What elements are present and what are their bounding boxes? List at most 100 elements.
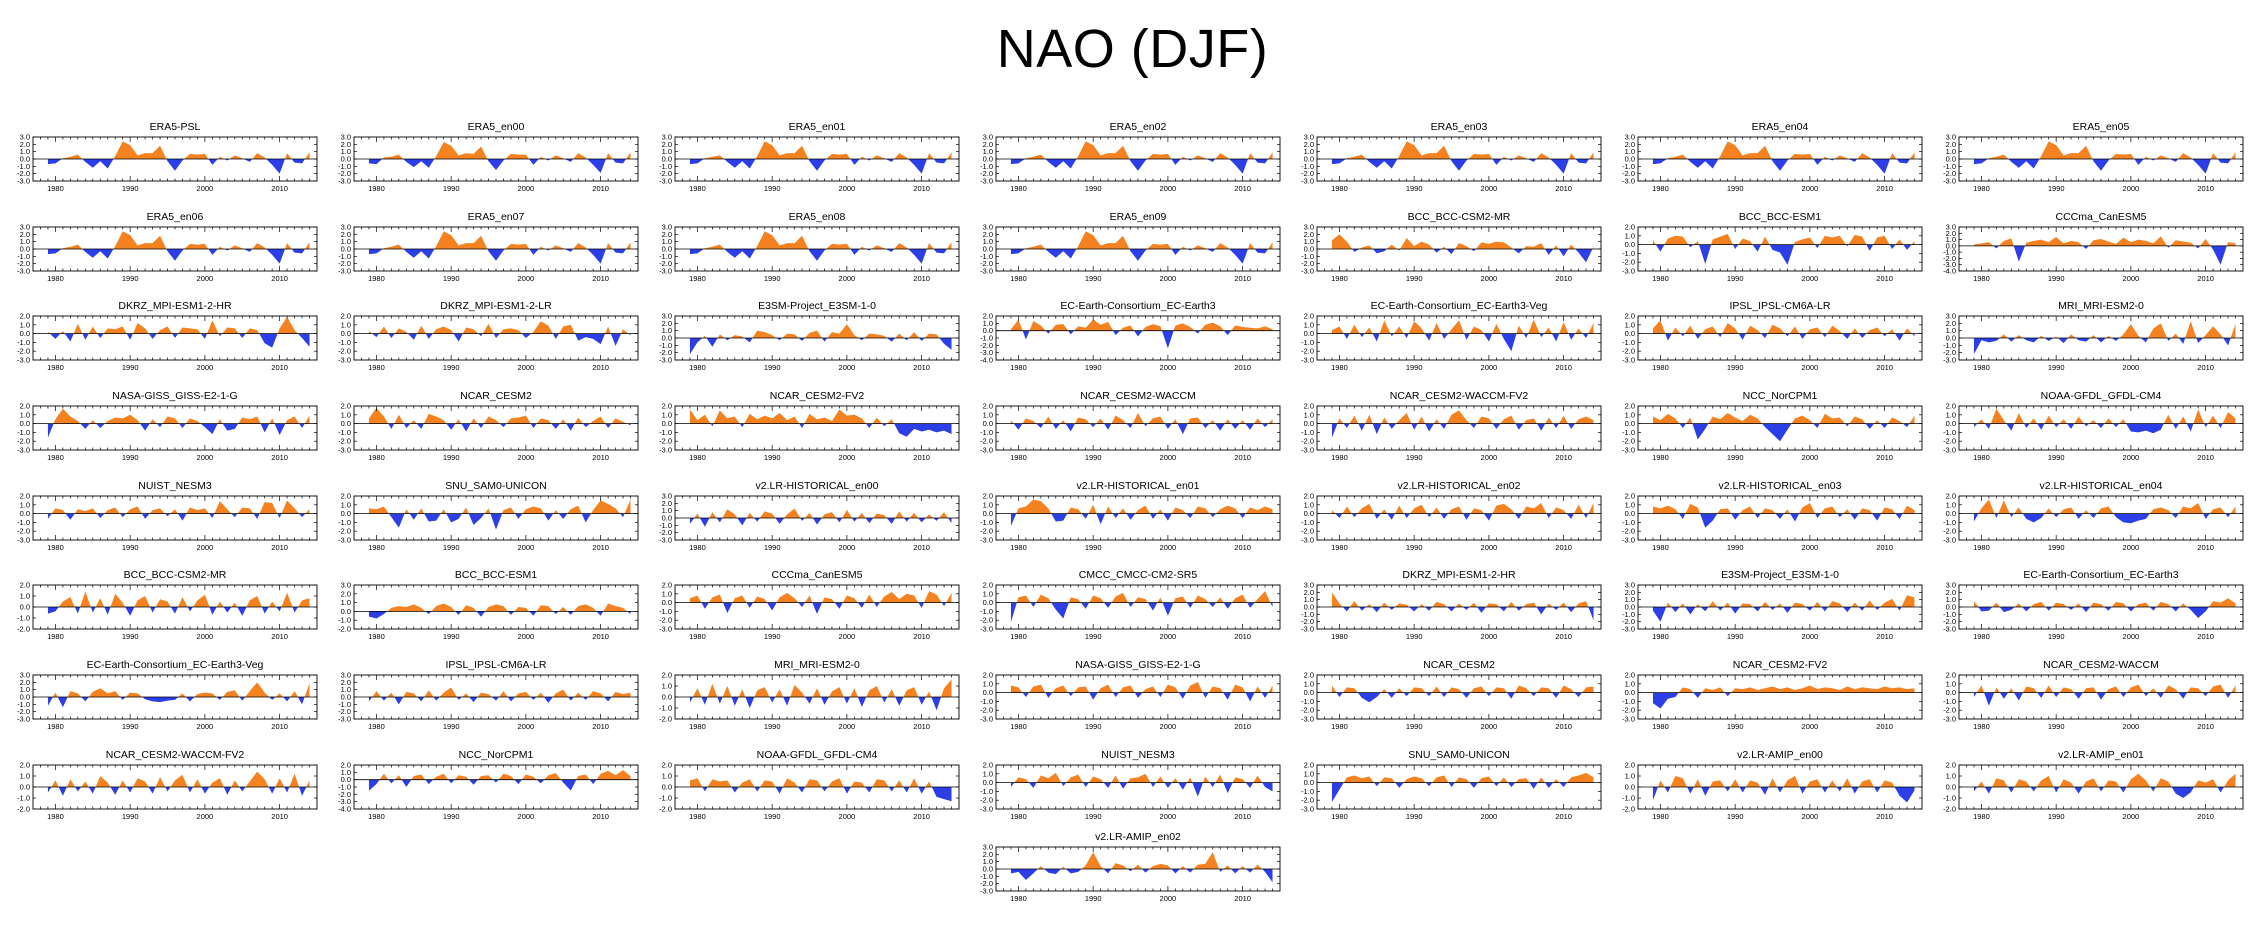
x-tick-label: 2010	[1876, 363, 1893, 372]
x-tick-label: 1980	[1331, 632, 1348, 641]
x-tick-label: 2010	[271, 184, 288, 193]
y-tick-label: -2.0	[980, 341, 993, 350]
y-tick-label: 0.0	[1304, 688, 1314, 697]
negative-area	[1993, 245, 2227, 265]
positive-area	[58, 591, 310, 607]
y-tick-label: 0.0	[1304, 509, 1314, 518]
x-tick-label: 1990	[1727, 722, 1744, 731]
positive-area	[703, 231, 952, 249]
y-tick-label: -1.0	[1301, 428, 1314, 437]
x-tick-label: 1990	[1727, 274, 1744, 283]
y-tick-label: 1.0	[1625, 320, 1635, 329]
y-tick-label: 0.0	[341, 155, 351, 164]
panel: BCC_BCC-ESM1 2.01.00.0-1.0-2.0-3.0 1980 199…	[1622, 211, 1923, 283]
x-tick-label: 2010	[1876, 184, 1893, 193]
y-tick-label: -2.0	[1622, 258, 1635, 267]
x-tick-label: 1990	[122, 632, 139, 641]
x-tick-label: 2010	[1555, 722, 1572, 731]
x-tick-label: 1980	[1331, 543, 1348, 552]
x-tick-label: 2000	[2123, 274, 2140, 283]
panel: ERA5_en06 3.02.01.00.0-1.0-2.0-3.0 1980 199…	[17, 211, 318, 283]
y-tick-label: -3.0	[980, 348, 993, 357]
x-tick-label: 1980	[689, 274, 706, 283]
x-tick-label: 2010	[271, 453, 288, 462]
x-tick-label: 2010	[271, 363, 288, 372]
y-tick-label: -1.0	[980, 334, 993, 343]
y-tick-label: 0.0	[1946, 334, 1956, 343]
negative-area	[1665, 333, 1915, 341]
x-tick-label: 1980	[1331, 274, 1348, 283]
y-tick-label: -2.0	[659, 259, 672, 268]
negative-area	[1978, 607, 2209, 618]
figure-title: NAO (DJF)	[996, 19, 1269, 79]
panel-title: ERA5_en03	[1431, 121, 1488, 133]
y-tick-label: -1.0	[338, 162, 351, 171]
y-tick-label: -2.0	[1301, 706, 1314, 715]
y-tick-label: -1.0	[1622, 697, 1635, 706]
y-tick-label: -1.0	[659, 428, 672, 437]
y-tick-label: 3.0	[662, 223, 672, 232]
x-tick-label: 2000	[518, 184, 535, 193]
positive-area	[1016, 591, 1271, 603]
y-tick-label: 1.0	[1304, 679, 1314, 688]
x-tick-label: 1980	[1331, 363, 1348, 372]
y-tick-label: 1.0	[662, 682, 672, 691]
y-tick-label: 0.0	[1625, 329, 1635, 338]
x-tick-label: 1980	[1652, 632, 1669, 641]
negative-area	[47, 607, 298, 616]
x-tick-label: 1980	[689, 543, 706, 552]
y-tick-label: -3.0	[1301, 267, 1314, 276]
y-tick-label: 2.0	[662, 402, 672, 411]
panel: NOAA-GFDL_GFDL-CM4 2.01.00.0-1.0-2.0-3.0 1…	[1943, 390, 2244, 462]
panel-title: NCAR_CESM2-WACCM	[1080, 390, 1196, 402]
panel: DKRZ_MPI-ESM1-2-LR 2.01.00.0-1.0-2.0-3.0 1…	[338, 300, 639, 372]
y-tick-label: -2.0	[1943, 169, 1956, 178]
x-tick-label: 1980	[1973, 274, 1990, 283]
panel-title: CCCma_CanESM5	[2055, 211, 2146, 223]
negative-area	[1022, 692, 1269, 702]
x-tick-label: 1980	[47, 184, 64, 193]
positive-area	[1977, 408, 2236, 424]
x-tick-label: 1990	[764, 453, 781, 462]
positive-area	[1331, 592, 1589, 607]
y-tick-label: -3.0	[659, 267, 672, 276]
panel-title: NCC_NorCPM1	[1743, 390, 1818, 402]
y-tick-label: 0.0	[20, 693, 30, 702]
panel: NCC_NorCPM1 2.01.00.0-1.0-2.0-3.0 1980 1990…	[1622, 390, 1923, 462]
y-tick-label: -1.0	[1943, 162, 1956, 171]
y-tick-label: -3.0	[980, 177, 993, 186]
y-tick-label: 1.0	[341, 147, 351, 156]
x-tick-label: 2010	[1234, 274, 1251, 283]
x-tick-label: 1990	[1406, 722, 1423, 731]
y-tick-label: 1.0	[1946, 147, 1956, 156]
y-tick-label: 3.0	[341, 671, 351, 680]
x-tick-label: 1980	[689, 722, 706, 731]
negative-area	[1973, 513, 2231, 524]
x-tick-label: 2000	[1802, 543, 1819, 552]
y-tick-label: -2.0	[980, 616, 993, 625]
y-tick-label: 0.0	[20, 245, 30, 254]
plot-frame	[1637, 674, 1923, 720]
y-tick-label: 0.0	[341, 329, 351, 338]
y-tick-label: -1.0	[1943, 610, 1956, 619]
y-tick-label: 1.0	[341, 500, 351, 509]
negative-area	[1010, 513, 1246, 526]
panel-title: E3SM-Project_E3SM-1-0	[758, 300, 876, 312]
x-tick-label: 2000	[518, 453, 535, 462]
panel-title: ERA5_en02	[1110, 121, 1167, 133]
y-tick-label: 1.0	[662, 506, 672, 515]
x-tick-label: 1990	[122, 274, 139, 283]
x-tick-label: 2000	[197, 543, 214, 552]
x-tick-label: 1980	[1973, 363, 1990, 372]
x-tick-label: 2000	[1160, 453, 1177, 462]
y-tick-label: -2.0	[338, 707, 351, 716]
x-tick-label: 1980	[1010, 722, 1027, 731]
x-tick-label: 1980	[47, 363, 64, 372]
x-tick-label: 2000	[197, 453, 214, 462]
x-tick-label: 2010	[1555, 543, 1572, 552]
y-tick-label: -1.0	[338, 518, 351, 527]
panel-title: ERA5_en08	[789, 211, 846, 223]
positive-area	[1331, 503, 1594, 514]
positive-area	[1345, 141, 1594, 159]
y-tick-label: -1.0	[980, 697, 993, 706]
